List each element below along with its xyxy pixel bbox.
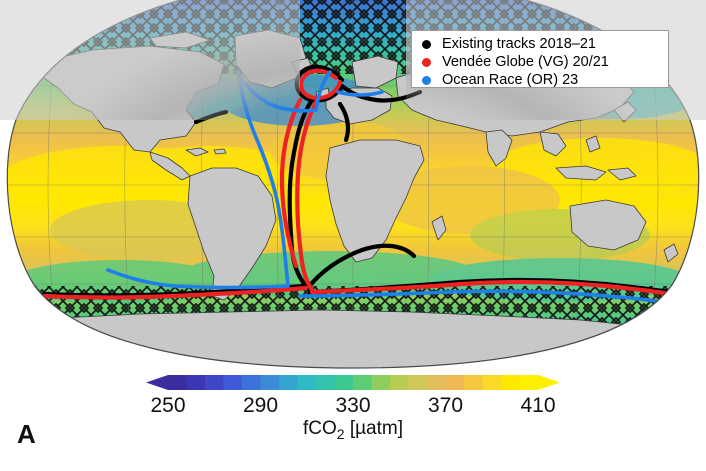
land-indonesia [555,165,607,181]
track-vendee-globe-2020-21 [41,68,699,301]
panel-label-a: A [17,419,36,449]
colorbar-tick-label: 290 [243,394,278,417]
legend-item-ocean-race[interactable]: Ocean Race (OR) 23 [422,72,660,89]
land-australia [569,199,647,251]
land-madagascar [431,215,447,241]
colorbar-band [168,375,188,390]
land-europe [325,87,393,125]
land-southeast-asia [539,131,567,157]
colorbar-band [445,375,465,390]
land-new-zealand [663,243,679,263]
colorbar-band [371,375,391,390]
colorbar-band [334,375,354,390]
colorbar-band [316,375,336,390]
colorbar-band [519,375,539,390]
legend-label-vendee-globe: Vendée Globe (VG) 20/21 [442,54,609,71]
land-philippines [585,135,601,153]
land-south-america [187,167,277,301]
land-hispaniola [213,148,227,155]
land-new-guinea [607,167,637,181]
colorbar-tick-label: 330 [335,394,370,417]
colorbar-band [297,375,317,390]
colorbar-extend-high-arrow [538,375,560,390]
colorbar-band [390,375,410,390]
legend-item-existing-tracks[interactable]: Existing tracks 2018–21 [422,36,660,53]
land-india [485,129,513,167]
colorbar-band [353,375,373,390]
land-central-america [149,151,191,181]
dot-marker-black [422,40,431,49]
colorbar-band [242,375,262,390]
dot-marker-red [422,58,431,67]
colorbar-tick-label: 410 [520,394,555,417]
colorbar-axis-label: fCO2 [µatm] [303,418,403,442]
colorbar-tick-label: 250 [150,394,185,417]
land-caribbean [185,147,209,157]
colorbar-band [408,375,428,390]
colorbar-tick-labels: 250 290 330 370 410 [150,394,555,417]
legend-item-vendee-globe[interactable]: Vendée Globe (VG) 20/21 [422,54,660,71]
colorbar-tick-label: 370 [428,394,463,417]
colorbar-band [186,375,206,390]
colorbar-extend-low-arrow [146,375,168,390]
colorbar: 250 290 330 370 410 fCO2 [µatm] [146,375,560,442]
colorbar-band [223,375,243,390]
land-africa [325,139,425,263]
colorbar-band [482,375,502,390]
colorbar-band [501,375,521,390]
legend-label-ocean-race: Ocean Race (OR) 23 [442,72,579,89]
legend-label-existing-tracks: Existing tracks 2018–21 [442,36,596,53]
colorbar-band [279,375,299,390]
colorbar-band [427,375,447,390]
colorbar-container: 250 290 330 370 410 fCO2 [µatm] [0,368,706,471]
colorbar-band [260,375,280,390]
colorbar-bands [168,375,539,390]
map-legend: Existing tracks 2018–21 Vendée Globe (VG… [411,30,669,88]
dot-marker-blue [422,76,431,85]
colorbar-band [205,375,225,390]
colorbar-band [464,375,484,390]
